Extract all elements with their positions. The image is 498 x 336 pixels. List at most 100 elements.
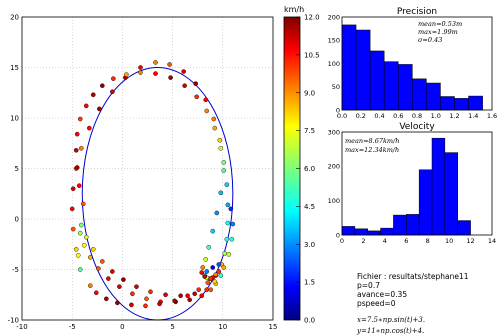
- precision-bar: [468, 95, 483, 111]
- speed-colorbar: km/h 0.0 1.5 3.0 4.5 6.0 7.5 9.0 10.5 12.0: [283, 5, 320, 325]
- scatter-point: [208, 276, 214, 281]
- scatter-xtick-label: 15: [269, 323, 278, 331]
- scatter-point: [221, 160, 227, 165]
- velocity-xtick-label: 4: [383, 237, 387, 245]
- scatter-point: [216, 269, 222, 274]
- scatter-point: [73, 246, 79, 252]
- scatter-point: [104, 296, 109, 302]
- scatter-point: [90, 246, 96, 252]
- scatter-point: [228, 206, 234, 212]
- scatter-point: [199, 293, 205, 299]
- scatter-ytick-label: 10: [10, 115, 19, 123]
- scatter-point: [129, 302, 134, 308]
- scatter-point: [221, 265, 227, 270]
- precision-xtick-label: 1.6: [487, 112, 497, 120]
- velocity-bar: [431, 137, 446, 236]
- scatter-point: [193, 81, 198, 86]
- precision-xtick-label: 1.2: [449, 112, 459, 120]
- scatter-point: [205, 280, 211, 285]
- scatter-point: [87, 283, 93, 288]
- scatter-point: [216, 262, 222, 267]
- scatter-ytick-label: -10: [8, 317, 19, 325]
- scatter-point: [204, 287, 210, 293]
- scatter-point: [225, 220, 231, 226]
- velocity-bar: [418, 169, 433, 236]
- scatter-point: [224, 236, 230, 242]
- scatter-point: [110, 89, 115, 95]
- precision-xtick-label: 1.4: [468, 112, 478, 120]
- velocity-ytick-label: 300: [328, 128, 340, 136]
- precision-xtick-label: 0.2: [356, 112, 366, 120]
- precision-bar: [369, 50, 385, 111]
- trajectory-plot: -10 -5 0 5 10 15 -10 -5 0 5 10 15 20: [8, 14, 278, 332]
- scatter-point: [90, 92, 96, 98]
- scatter-point: [181, 69, 186, 74]
- scatter-point: [222, 251, 228, 256]
- scatter-point: [110, 269, 115, 274]
- scatter-point: [214, 210, 220, 216]
- scatter-point: [229, 236, 235, 242]
- scatter-point: [199, 270, 205, 275]
- scatter-point: [172, 298, 177, 304]
- scatter-point: [77, 230, 83, 236]
- scatter-ytick-label: 0: [15, 216, 19, 224]
- scatter-point: [202, 274, 208, 279]
- scatter-ticks: -10 -5 0 5 10 15 -10 -5 0 5 10 15 20: [8, 14, 278, 332]
- velocity-mean-annotation: mean=8.67km/h: [345, 137, 399, 145]
- scatter-point: [130, 291, 135, 297]
- scatter-ytick-label: 5: [15, 165, 19, 173]
- velocity-bar: [393, 214, 407, 236]
- scatter-point: [208, 287, 214, 293]
- scatter-point: [213, 272, 219, 277]
- velocity-xtick-label: 0: [340, 237, 344, 245]
- scatter-point: [117, 284, 122, 289]
- velocity-ytick-label: 100: [328, 197, 340, 205]
- velocity-title: Velocity: [399, 122, 435, 132]
- velocity-bar: [406, 214, 420, 236]
- scatter-point: [134, 284, 139, 289]
- scatter-point: [194, 94, 199, 100]
- scatter-point: [144, 296, 149, 302]
- velocity-max-annotation: max=12.34km/h: [345, 146, 399, 154]
- scatter-point: [74, 131, 80, 137]
- equation-x: x=7.5∗np.sin(t)+3.: [357, 316, 426, 324]
- velocity-bar: [380, 227, 394, 236]
- precision-bar: [426, 82, 441, 111]
- scatter-point: [111, 76, 116, 81]
- scatter-xtick-label: 10: [218, 323, 227, 331]
- velocity-histogram: Velocity 0 2 4 6 8 10 12 14 0 100 200 300 mean=8.67…: [328, 122, 497, 245]
- scatter-xtick-label: -10: [16, 323, 27, 331]
- scatter-point: [224, 182, 230, 187]
- scatter-point: [78, 222, 84, 228]
- velocity-ytick-label: 0: [336, 231, 340, 239]
- colorbar-tick-label: 4.5: [304, 203, 315, 211]
- scatter-point: [143, 303, 148, 309]
- scatter-point: [106, 276, 111, 281]
- scatter-point: [121, 277, 126, 282]
- precision-xtick-label: 0.8: [412, 112, 422, 120]
- precision-bar: [341, 24, 357, 111]
- scatter-point: [178, 293, 183, 299]
- colorbar-title: km/h: [284, 5, 304, 14]
- precision-bar: [398, 64, 413, 111]
- scatter-point: [182, 83, 187, 88]
- scatter-point: [86, 125, 92, 131]
- precision-bar: [412, 78, 427, 111]
- velocity-bar: [457, 220, 471, 236]
- scatter-point: [210, 265, 216, 270]
- scatter-point: [87, 255, 93, 260]
- scatter-frame: [21, 16, 274, 321]
- scatter-xtick-label: -5: [69, 323, 76, 331]
- precision-mean-annotation: mean=0.53m: [418, 20, 462, 28]
- scatter-point: [225, 202, 231, 208]
- scatter-point: [167, 62, 172, 67]
- scatter-point: [83, 103, 89, 109]
- precision-xtick-label: 0.0: [337, 112, 347, 120]
- scatter-point: [230, 221, 236, 227]
- scatter-point: [218, 145, 224, 151]
- scatter-point: [211, 116, 217, 122]
- scatter-point: [204, 269, 210, 274]
- scatter-point: [218, 273, 224, 278]
- precision-histogram: Precision 0.0 0.2 0.4 0.6 0.8 1.0 1.2 1.4 1.6 0 50…: [328, 7, 498, 120]
